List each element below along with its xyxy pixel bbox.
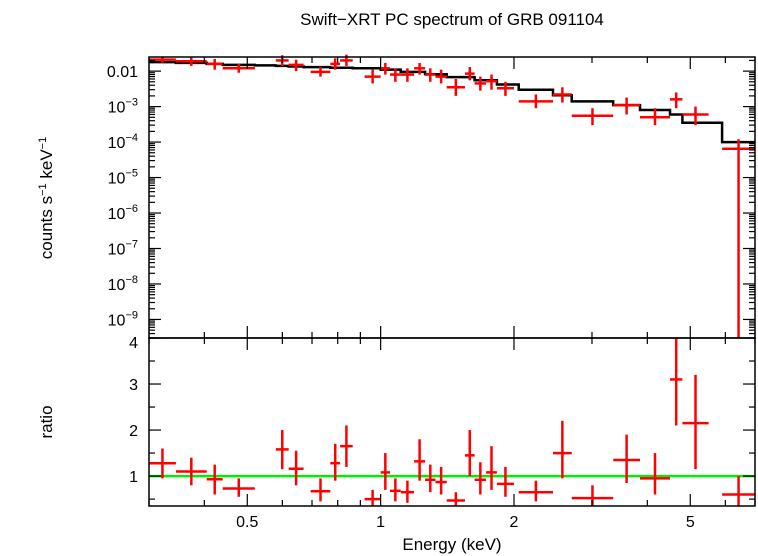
x-tick-label-3: 2 — [510, 514, 519, 531]
x-tick-label-1: 0.5 — [236, 514, 258, 531]
spectrum-point-22 — [518, 94, 554, 109]
spectrum-point-6 — [288, 59, 304, 72]
spectrum-point-12 — [390, 68, 401, 82]
ratio-point-3 — [206, 464, 223, 495]
ratio-point-8 — [330, 443, 341, 481]
ratio-point-16 — [435, 466, 447, 495]
spectrum-point-21 — [496, 81, 514, 96]
x-axis-label: Energy (keV) — [402, 535, 501, 554]
spectrum-y-tick-label-4: 10−5 — [108, 168, 138, 188]
spectrum-point-10 — [364, 69, 381, 84]
ratio-point-27 — [669, 338, 683, 426]
ratio-point-22 — [518, 480, 554, 502]
ratio-point-15 — [425, 464, 436, 493]
ratio-point-21 — [496, 466, 514, 497]
ratio-data-points — [149, 338, 755, 506]
spectrum-point-24 — [571, 108, 614, 126]
ratio-point-13 — [400, 480, 415, 503]
ratio-point-1 — [149, 448, 176, 479]
ratio-point-20 — [486, 446, 497, 490]
spectrum-y-tick-labels: 0.01 10−3 10−4 10−5 10−6 10−7 10−8 10−9 — [107, 64, 138, 329]
ratio-point-9 — [340, 425, 353, 467]
spectrum-panel: 0.01 10−3 10−4 10−5 10−6 10−7 10−8 10−9 counts … — [37, 54, 756, 339]
spectrum-y-tick-label-2: 10−3 — [108, 97, 138, 117]
ratio-y-tick-label-1: 1 — [129, 469, 138, 486]
spectrum-y-axis-label: counts s−1 keV−1 — [37, 137, 56, 259]
ratio-point-2 — [175, 457, 207, 486]
ratio-point-26 — [639, 453, 670, 495]
ratio-panel: 1 2 3 4 0.5 1 2 5 ratio Energy (keV) — [37, 335, 756, 554]
ratio-point-29 — [722, 476, 755, 506]
ratio-y-axis-label: ratio — [37, 405, 56, 438]
ratio-point-19 — [474, 462, 487, 495]
ratio-point-28 — [682, 374, 709, 470]
x-tick-label-2: 1 — [376, 514, 385, 531]
ratio-point-14 — [414, 439, 426, 481]
spectrum-y-tick-label-3: 10−4 — [108, 132, 138, 152]
ratio-point-7 — [310, 478, 331, 502]
spectrum-point-8 — [330, 58, 341, 70]
spectrum-point-25 — [613, 97, 640, 115]
spectrum-point-28 — [682, 106, 709, 126]
spectrum-point-20 — [486, 74, 497, 90]
spectrum-point-13 — [400, 68, 415, 82]
ratio-y-tick-label-3: 3 — [129, 377, 138, 394]
model-curve — [149, 60, 755, 144]
spectrum-point-26 — [639, 108, 670, 126]
spectrum-point-17 — [446, 78, 465, 96]
ratio-point-12 — [390, 478, 401, 502]
ratio-point-17 — [446, 492, 465, 506]
spectrum-y-tick-label-1: 0.01 — [107, 64, 138, 81]
x-tick-label-4: 5 — [686, 514, 695, 531]
ratio-y-tick-label-4: 4 — [129, 335, 138, 352]
x-tick-labels: 0.5 1 2 5 — [236, 514, 695, 531]
spectrum-point-16 — [435, 69, 447, 84]
spectrum-y-tick-label-6: 10−7 — [108, 238, 138, 258]
spectrum-point-29 — [722, 139, 755, 338]
spectrum-point-23 — [553, 87, 572, 103]
chart-title: Swift−XRT PC spectrum of GRB 091104 — [300, 10, 604, 29]
spectrum-y-tick-label-5: 10−6 — [108, 203, 138, 223]
ratio-point-18 — [464, 430, 475, 477]
model-curve-group — [149, 60, 755, 144]
spectrum-point-14 — [414, 62, 426, 75]
spectrum-point-19 — [474, 76, 487, 91]
ratio-point-10 — [364, 489, 381, 506]
ratio-point-23 — [553, 420, 572, 479]
spectrum-point-2 — [175, 57, 207, 66]
spectrum-axis-ticks — [148, 57, 756, 339]
spectrum-y-tick-label-8: 10−9 — [108, 309, 138, 329]
spectrum-point-27 — [669, 92, 683, 109]
ratio-plot-frame — [148, 337, 756, 507]
spectrum-point-15 — [425, 68, 436, 82]
spectrum-point-18 — [464, 67, 475, 81]
spectrum-point-11 — [380, 62, 391, 75]
spectrum-y-tick-label-7: 10−8 — [108, 274, 138, 294]
spectrum-point-4 — [222, 63, 255, 73]
spectrum-point-3 — [206, 58, 223, 70]
ratio-point-6 — [288, 450, 304, 486]
ratio-y-tick-labels: 1 2 3 4 — [129, 335, 138, 486]
ratio-point-11 — [380, 453, 391, 490]
spectrum-point-7 — [310, 67, 331, 77]
ratio-y-tick-label-2: 2 — [129, 423, 138, 440]
ratio-point-5 — [275, 430, 289, 470]
ratio-point-4 — [222, 478, 255, 497]
ratio-point-25 — [613, 434, 640, 483]
